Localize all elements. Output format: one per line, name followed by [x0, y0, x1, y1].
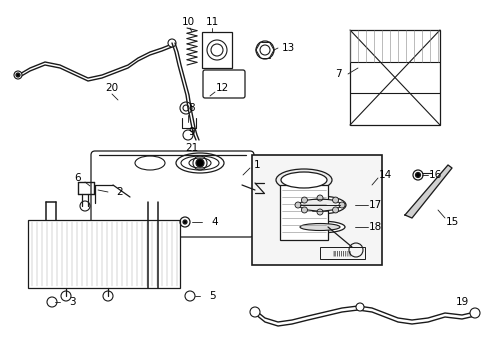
Text: 10: 10 [181, 17, 194, 27]
Circle shape [168, 39, 176, 47]
Text: 13: 13 [281, 43, 294, 53]
Ellipse shape [294, 221, 345, 233]
Text: 1: 1 [253, 160, 260, 170]
Text: 6: 6 [75, 173, 81, 183]
Circle shape [196, 159, 203, 167]
Text: 3: 3 [68, 297, 75, 307]
Text: 15: 15 [445, 217, 458, 227]
FancyBboxPatch shape [91, 151, 253, 237]
Bar [202, 32, 231, 68]
Text: 21: 21 [185, 143, 198, 153]
Text: 11: 11 [205, 17, 218, 27]
Bar [349, 30, 439, 125]
Text: 8: 8 [188, 103, 195, 113]
Bar [28, 220, 180, 288]
Ellipse shape [299, 224, 339, 230]
Text: 12: 12 [215, 83, 228, 93]
Circle shape [14, 71, 22, 79]
Circle shape [355, 303, 363, 311]
Circle shape [294, 202, 301, 208]
Circle shape [415, 172, 420, 177]
Circle shape [332, 207, 338, 213]
Ellipse shape [275, 169, 331, 191]
Text: 14: 14 [378, 170, 391, 180]
Circle shape [338, 202, 345, 208]
Ellipse shape [298, 199, 340, 211]
Bar [251, 155, 381, 265]
Circle shape [301, 197, 307, 203]
Ellipse shape [293, 196, 346, 214]
Circle shape [301, 207, 307, 213]
Text: 17: 17 [367, 200, 381, 210]
Text: 7: 7 [334, 69, 341, 79]
Bar [280, 185, 327, 240]
Circle shape [469, 308, 479, 318]
Text: 5: 5 [208, 291, 215, 301]
Bar [319, 247, 364, 259]
Circle shape [249, 307, 260, 317]
Text: 2: 2 [117, 187, 123, 197]
Ellipse shape [281, 172, 326, 188]
Text: 18: 18 [367, 222, 381, 232]
Text: 4: 4 [211, 217, 218, 227]
Text: 9: 9 [188, 127, 195, 137]
Circle shape [183, 220, 186, 224]
Circle shape [316, 195, 323, 201]
FancyBboxPatch shape [203, 70, 244, 98]
Circle shape [332, 197, 338, 203]
Text: 16: 16 [427, 170, 441, 180]
Circle shape [316, 209, 323, 215]
Text: 20: 20 [105, 83, 118, 93]
Text: |||||||||: ||||||||| [332, 250, 351, 256]
Text: 19: 19 [454, 297, 468, 307]
Polygon shape [404, 165, 451, 218]
Circle shape [16, 73, 20, 77]
